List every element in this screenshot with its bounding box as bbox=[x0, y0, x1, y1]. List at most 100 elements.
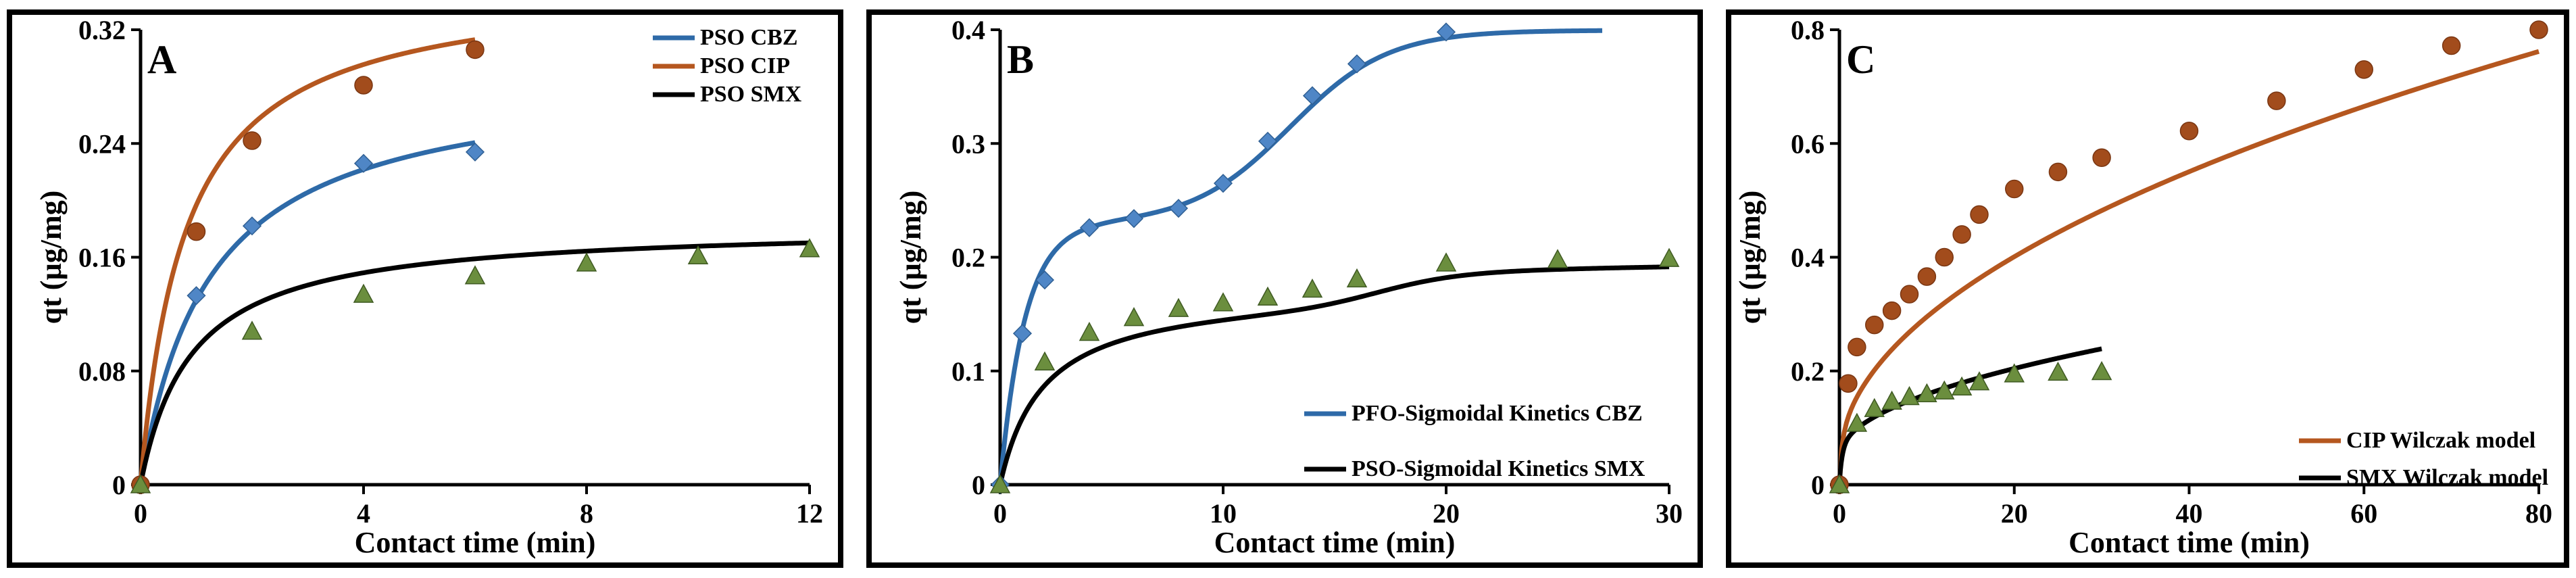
y-tick-label: 0.16 bbox=[78, 243, 126, 273]
data-point bbox=[1435, 252, 1457, 272]
legend-label: PSO SMX bbox=[700, 82, 802, 107]
data-point bbox=[2442, 36, 2461, 55]
series-line bbox=[138, 140, 476, 485]
data-point bbox=[187, 286, 206, 306]
data-point bbox=[1839, 374, 1858, 393]
data-point bbox=[2048, 361, 2069, 381]
data-point bbox=[354, 76, 373, 95]
data-point bbox=[1970, 205, 1989, 224]
data-point bbox=[1968, 371, 1990, 391]
chart-panel-b: 0 0.1 0.2 0.3 0.4 0 10 20 30 Contact time (min) qt… bbox=[866, 9, 1703, 568]
x-tick-label: 60 bbox=[2350, 498, 2377, 529]
data-point bbox=[1916, 383, 1937, 403]
x-axis-title: Contact time (min) bbox=[1214, 526, 1456, 559]
data-point bbox=[1346, 268, 1368, 288]
data-point bbox=[353, 283, 374, 303]
data-point bbox=[1935, 247, 1954, 267]
data-point bbox=[687, 245, 709, 265]
x-tick-label: 30 bbox=[1656, 498, 1683, 529]
data-point bbox=[2048, 162, 2068, 182]
legend-label: PFO-Sigmoidal Kinetics CBZ bbox=[1352, 401, 1643, 426]
data-point bbox=[576, 252, 597, 272]
data-point bbox=[1846, 412, 1868, 432]
x-axis-title: Contact time (min) bbox=[355, 526, 596, 559]
data-point bbox=[353, 153, 374, 173]
data-point bbox=[1347, 54, 1367, 74]
x-tick-label: 4 bbox=[357, 498, 370, 529]
legend-label: CIP Wilczak model bbox=[2346, 428, 2535, 453]
data-point bbox=[1951, 376, 1973, 395]
data-point bbox=[1257, 286, 1279, 306]
x-tick-label: 80 bbox=[2525, 498, 2552, 529]
data-point bbox=[1212, 292, 1234, 312]
data-point bbox=[1865, 315, 1884, 335]
data-point bbox=[799, 238, 820, 258]
data-point bbox=[465, 142, 485, 162]
y-tick-label: 0.08 bbox=[78, 356, 126, 387]
data-point bbox=[1900, 285, 1919, 304]
data-point bbox=[187, 222, 206, 241]
x-tick-label: 10 bbox=[1210, 498, 1237, 529]
data-point bbox=[1848, 337, 1866, 357]
x-tick-label: 0 bbox=[134, 498, 147, 529]
series-line bbox=[138, 37, 476, 485]
y-tick-label: 0.4 bbox=[1791, 243, 1825, 273]
panel-label: A bbox=[147, 37, 176, 82]
series-line bbox=[1837, 346, 2104, 485]
data-point bbox=[1168, 297, 1189, 317]
chart-panel-a: 0 0.08 0.16 0.24 0.32 0 4 8 12 Contact time (min)… bbox=[7, 9, 843, 568]
series-line bbox=[997, 28, 1603, 485]
series-line bbox=[997, 264, 1670, 485]
y-tick-label: 0.1 bbox=[951, 356, 985, 387]
data-point bbox=[2179, 121, 2199, 141]
data-point bbox=[2267, 91, 2286, 110]
data-point bbox=[1436, 22, 1456, 42]
data-point bbox=[243, 131, 262, 150]
x-axis-title: Contact time (min) bbox=[2069, 526, 2310, 559]
chart-svg: 0 0.1 0.2 0.3 0.4 0 10 20 30 Contact time (min) qt… bbox=[894, 15, 1683, 559]
data-point bbox=[1933, 380, 1955, 400]
legend-label: PSO CIP bbox=[700, 53, 790, 78]
data-point bbox=[1035, 270, 1055, 290]
data-point bbox=[1829, 474, 1850, 493]
data-point bbox=[989, 474, 1011, 493]
data-point bbox=[2091, 361, 2112, 381]
data-point bbox=[1123, 307, 1145, 327]
data-point bbox=[1302, 86, 1322, 105]
data-point bbox=[2004, 363, 2025, 383]
y-axis-title: qt (µg/mg) bbox=[34, 191, 68, 324]
data-point bbox=[1079, 218, 1099, 237]
y-tick-label: 0 bbox=[972, 470, 985, 500]
y-tick-label: 0.2 bbox=[1791, 356, 1825, 387]
y-axis-title: qt (µg/mg) bbox=[1733, 191, 1766, 324]
x-tick-label: 40 bbox=[2176, 498, 2203, 529]
panel-label: B bbox=[1007, 37, 1034, 82]
data-point bbox=[466, 40, 485, 59]
data-point bbox=[1881, 390, 1902, 410]
chart-svg: 0 0.2 0.4 0.6 0.8 0 20 40 60 80 Contact time (min)… bbox=[1733, 15, 2552, 559]
legend-label: PSO CBZ bbox=[700, 25, 798, 50]
y-tick-label: 0.6 bbox=[1791, 128, 1825, 159]
data-point bbox=[1012, 324, 1033, 343]
y-tick-label: 0.2 bbox=[951, 243, 985, 273]
data-point bbox=[2529, 20, 2548, 39]
panel-label: C bbox=[1846, 37, 1875, 82]
legend-label: PSO-Sigmoidal Kinetics SMX bbox=[1352, 456, 1645, 481]
data-point bbox=[1882, 301, 1902, 320]
data-point bbox=[1124, 209, 1144, 228]
data-point bbox=[1302, 279, 1323, 298]
y-tick-label: 0.4 bbox=[951, 15, 985, 45]
data-point bbox=[241, 320, 263, 340]
data-point bbox=[1899, 386, 1920, 406]
data-point bbox=[1917, 267, 1937, 286]
x-tick-label: 20 bbox=[1433, 498, 1460, 529]
y-tick-label: 0 bbox=[112, 470, 126, 500]
data-point bbox=[1213, 174, 1233, 193]
y-tick-label: 0.8 bbox=[1791, 15, 1825, 45]
data-point bbox=[130, 474, 151, 493]
y-tick-label: 0.3 bbox=[951, 128, 985, 159]
data-point bbox=[464, 265, 486, 285]
y-axis-title: qt (µg/mg) bbox=[894, 191, 927, 324]
chart-svg: 0 0.08 0.16 0.24 0.32 0 4 8 12 Contact time (min)… bbox=[34, 15, 823, 559]
data-point bbox=[242, 216, 262, 236]
